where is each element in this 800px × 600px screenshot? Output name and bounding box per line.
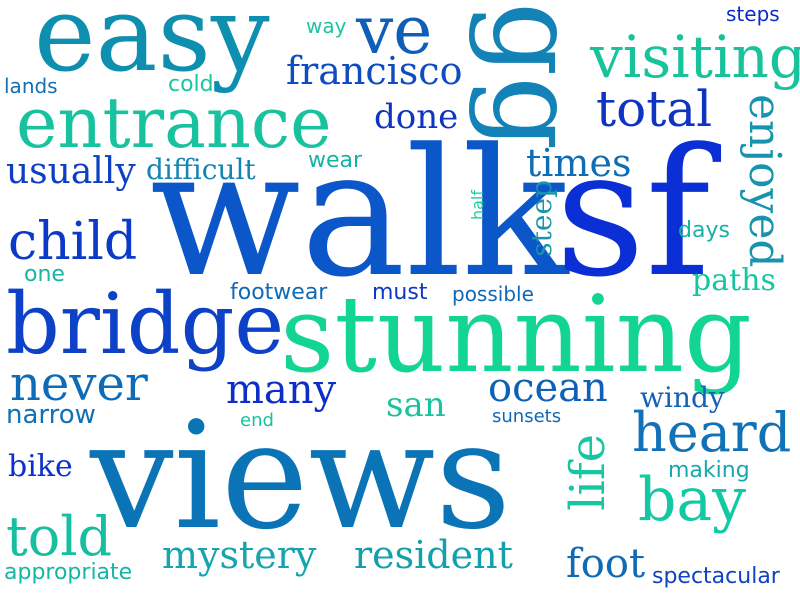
word-told: told	[6, 505, 113, 568]
word-sunsets: sunsets	[492, 406, 562, 427]
word-steep: steep	[525, 180, 558, 257]
word-way: way	[306, 14, 347, 38]
word-ocean: ocean	[488, 365, 608, 411]
word-resident: resident	[354, 533, 513, 577]
word-walk: walk	[150, 111, 569, 316]
word-half: half	[468, 190, 487, 221]
word-appropriate: appropriate	[4, 560, 133, 585]
word-windy: windy	[640, 381, 725, 414]
word-paths: paths	[692, 263, 776, 298]
word-many: many	[226, 367, 337, 413]
word-enjoyed: enjoyed	[739, 94, 790, 268]
word-difficult: difficult	[146, 153, 256, 186]
word-days: days	[678, 218, 730, 243]
word-spectacular: spectacular	[652, 564, 780, 589]
word-making: making	[668, 458, 750, 483]
word-san: san	[386, 385, 446, 425]
word-total: total	[596, 80, 713, 138]
word-francisco: francisco	[286, 49, 463, 93]
word-never: never	[10, 356, 148, 412]
word-sf: sf	[555, 111, 711, 316]
word-child: child	[8, 212, 138, 272]
word-done: done	[374, 97, 459, 137]
word-easy: easy	[34, 0, 270, 95]
word-foot: foot	[566, 541, 646, 587]
word-must: must	[372, 280, 428, 305]
word-lands: lands	[4, 74, 58, 98]
word-views: views	[90, 390, 512, 562]
word-wear: wear	[308, 148, 363, 173]
word-bridge: bridge	[6, 275, 285, 373]
word-ve: ve	[356, 0, 433, 69]
word-heard: heard	[632, 401, 792, 464]
word-steps: steps	[726, 2, 780, 26]
word-footwear: footwear	[230, 280, 328, 305]
word-times: times	[526, 141, 632, 185]
word-stunning: stunning	[280, 273, 752, 396]
word-bay: bay	[638, 465, 747, 535]
word-gg: gg	[467, 2, 602, 151]
word-mystery: mystery	[162, 533, 317, 577]
word-life: life	[560, 434, 616, 511]
word-usually: usually	[6, 151, 136, 192]
word-visiting: visiting	[590, 23, 800, 91]
word-one: one	[24, 262, 65, 287]
word-possible: possible	[452, 282, 534, 306]
word-entrance: entrance	[16, 82, 332, 164]
word-bike: bike	[8, 449, 73, 484]
word-end: end	[240, 410, 274, 431]
word-narrow: narrow	[6, 400, 96, 430]
word-cold: cold	[168, 72, 214, 97]
